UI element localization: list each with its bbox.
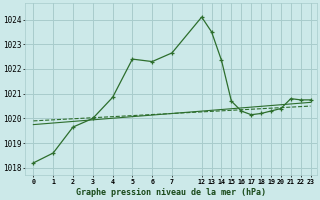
X-axis label: Graphe pression niveau de la mer (hPa): Graphe pression niveau de la mer (hPa) — [76, 188, 266, 197]
